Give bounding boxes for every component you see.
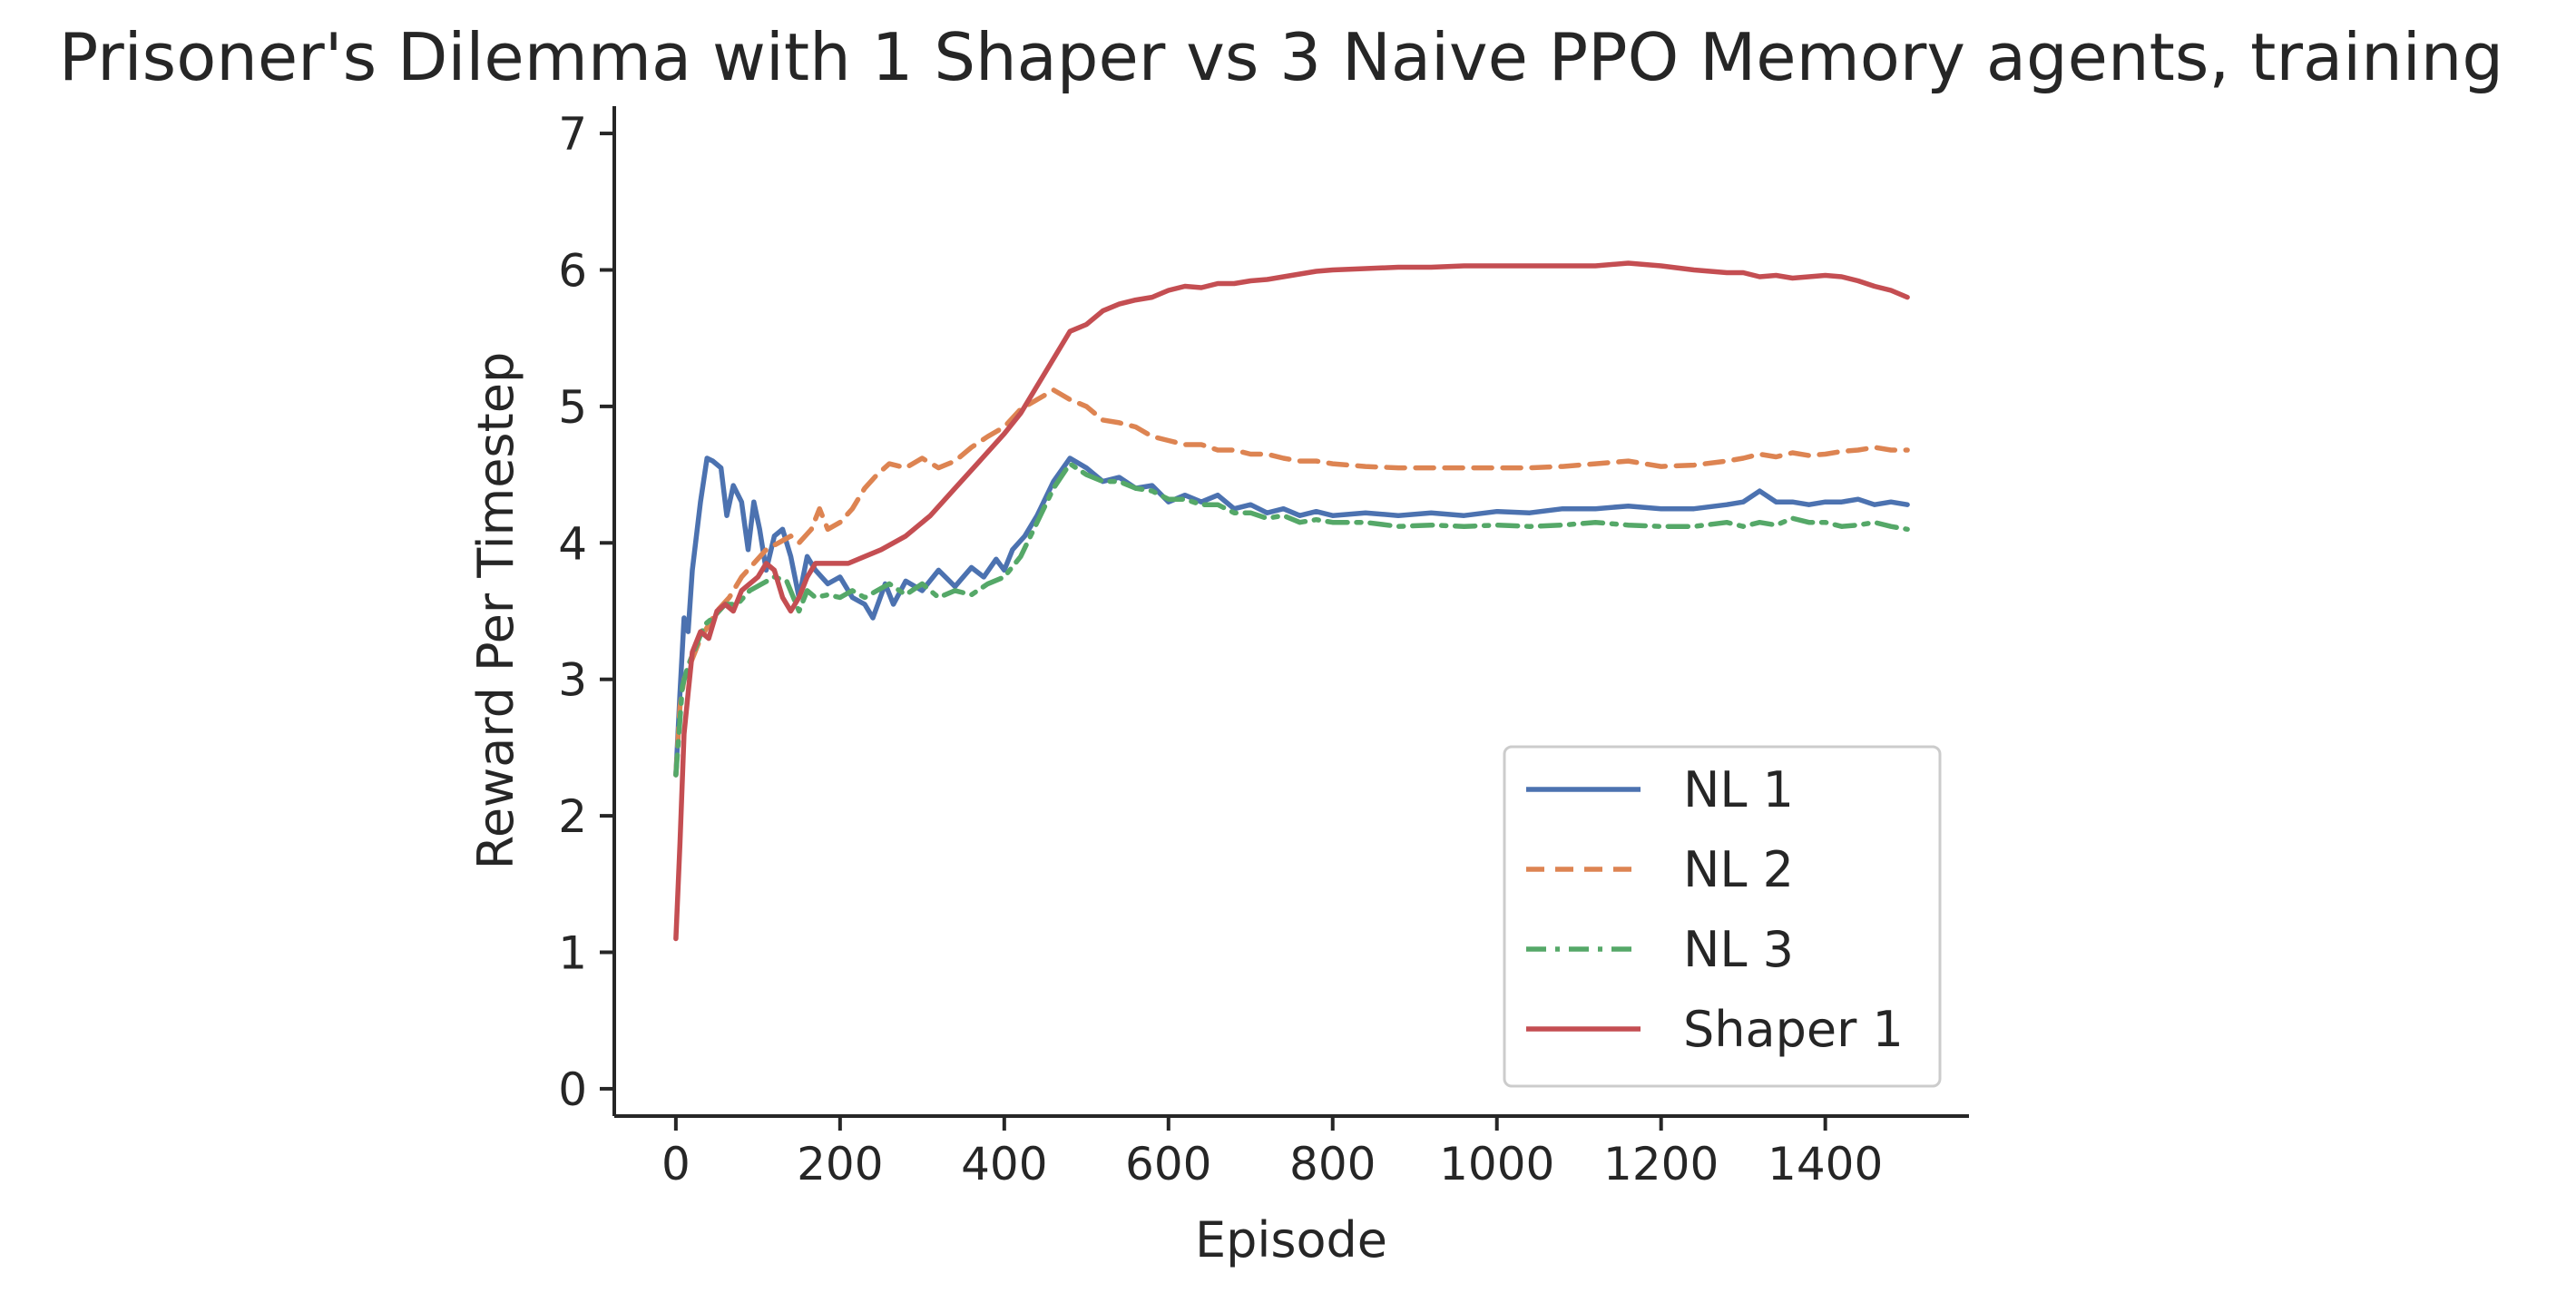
chart-title: Prisoner's Dilemma with 1 Shaper vs 3 Na… <box>59 19 2503 95</box>
series-line-1 <box>673 455 1910 778</box>
legend-label-3: NL 3 <box>1683 921 1794 978</box>
y-tick-label: 1 <box>558 927 587 980</box>
y-axis-label: Reward Per Timestep <box>467 352 524 869</box>
x-tick-label: 1000 <box>1439 1138 1554 1190</box>
y-tick-label: 5 <box>558 381 587 434</box>
legend-label-4: Shaper 1 <box>1683 1001 1904 1058</box>
series-line-4 <box>673 260 1910 942</box>
y-tick-label: 4 <box>558 517 587 570</box>
y-ticks: 0 1 2 3 4 5 6 7 <box>558 108 614 1116</box>
x-ticks: 0 200 400 600 800 1000 1200 1400 <box>661 1116 1883 1190</box>
x-tick-label: 1400 <box>1768 1138 1883 1190</box>
series-layer <box>673 260 1910 942</box>
x-tick-label: 1200 <box>1603 1138 1719 1190</box>
x-tick-label: 800 <box>1289 1138 1376 1190</box>
legend-label-2: NL 2 <box>1683 841 1794 898</box>
y-tick-label: 6 <box>558 244 587 297</box>
y-tick-label: 2 <box>558 790 587 843</box>
x-tick-label: 0 <box>661 1138 691 1190</box>
series-line-2 <box>673 387 1910 778</box>
legend-frame <box>1503 745 1942 1088</box>
legend-label-1: NL 1 <box>1683 761 1794 818</box>
x-tick-label: 600 <box>1125 1138 1211 1190</box>
legend: NL 1 NL 2 NL 3 Shaper 1 <box>1503 745 1942 1088</box>
y-tick-label: 0 <box>558 1063 587 1116</box>
y-tick-label: 7 <box>558 108 587 161</box>
x-axis-label: Episode <box>1195 1211 1387 1269</box>
x-tick-label: 400 <box>961 1138 1047 1190</box>
x-tick-label: 200 <box>797 1138 883 1190</box>
y-tick-label: 3 <box>558 654 587 707</box>
